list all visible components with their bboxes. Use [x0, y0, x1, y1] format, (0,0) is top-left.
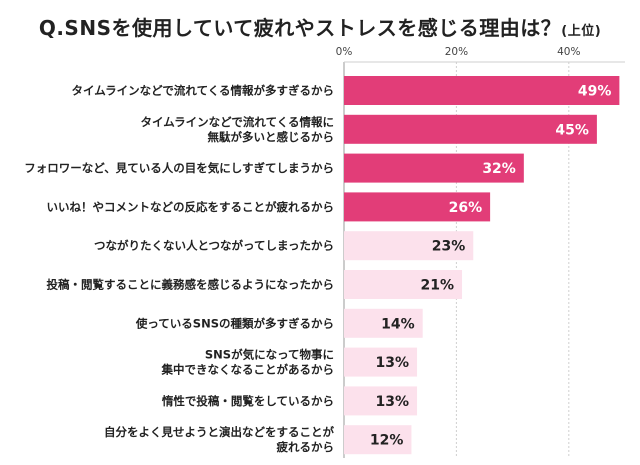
bar: [344, 192, 491, 222]
category-label: タイムラインなどで流れてくる情報が多すぎるから: [71, 84, 334, 98]
data-label: 26%: [449, 200, 483, 216]
bar: [344, 386, 418, 416]
bar: [344, 76, 620, 105]
bars: [344, 76, 620, 455]
x-tick-label: 40%: [557, 46, 580, 58]
data-label: 23%: [432, 239, 466, 255]
category-label: 使っているSNSの種類が多すぎるから: [135, 316, 334, 330]
category-label: フォロワーなど、見ている人の目を気にしすぎてしまうから: [24, 161, 334, 175]
bar: [344, 153, 524, 183]
data-label: 14%: [381, 316, 415, 332]
x-tick-label: 20%: [445, 46, 468, 58]
category-label: 集中できなくなることがあるから: [161, 363, 335, 377]
category-label: SNSが気になって物事に: [205, 348, 334, 362]
category-label: 疲れるから: [277, 440, 335, 454]
category-label: つながりたくない人とつながってしまったから: [94, 239, 334, 253]
data-label: 49%: [578, 84, 612, 100]
category-labels: タイムラインなどで流れてくる情報が多すぎるからタイムラインなどで流れてくる情報に…: [24, 84, 334, 455]
x-tick-label: 0%: [336, 46, 353, 58]
category-label: 自分をよく見せようと演出などをすることが: [104, 425, 334, 439]
chart-title: Q.SNSを使用していて疲れやストレスを感じる理由は？(上位): [0, 12, 640, 41]
data-label: 32%: [482, 161, 516, 177]
bar: [344, 308, 423, 338]
category-label: 投稿・閲覧することに義務感を感じるようになったから: [47, 278, 335, 292]
bar: [344, 270, 463, 299]
data-label: 21%: [421, 278, 455, 294]
bar: [344, 231, 474, 261]
data-label: 13%: [376, 394, 410, 410]
category-label: 惰性で投稿・閲覧をしているから: [162, 394, 334, 408]
category-label: 無駄が多いと感じるから: [208, 130, 335, 144]
bar: [344, 347, 418, 377]
bar: [344, 114, 597, 144]
value-labels: 49% 45% 32% 26% 23% 21% 14% 13% 13% 12%: [370, 84, 611, 449]
data-label: 13%: [376, 355, 410, 371]
category-label: タイムラインなどで流れてくる情報に: [140, 115, 334, 129]
category-label: いいね！やコメントなどの反応をすることが疲れるから: [47, 200, 335, 214]
x-axis-ticks: 0% 20% 40%: [336, 46, 581, 58]
bar: [344, 425, 412, 455]
chart-title-main: Q.SNSを使用していて疲れやストレスを感じる理由は？: [38, 16, 562, 40]
chart-title-suffix: (上位): [561, 24, 602, 39]
data-label: 12%: [370, 433, 404, 449]
data-label: 45%: [555, 122, 589, 138]
